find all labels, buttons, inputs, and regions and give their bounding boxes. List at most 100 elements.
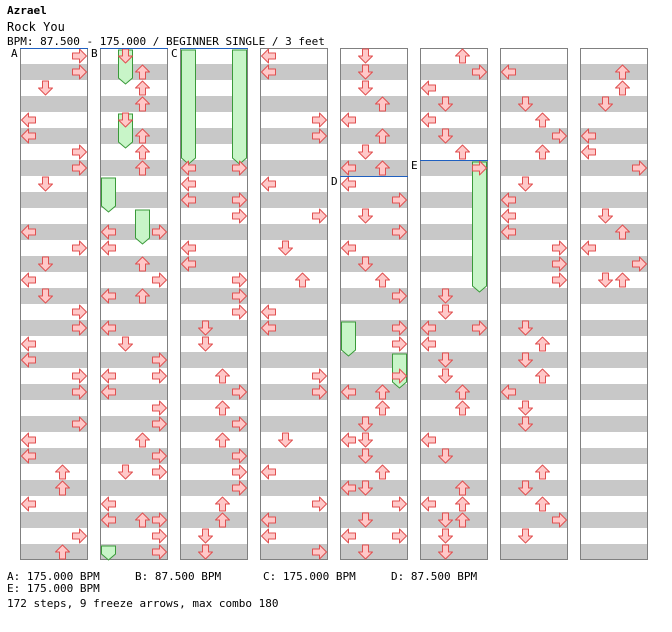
beat-stripe	[420, 128, 488, 144]
beat-stripe	[340, 64, 408, 80]
beat-stripe	[420, 448, 488, 464]
arrow-right-icon	[232, 384, 247, 400]
bpm-marker-label: A	[11, 47, 18, 60]
beat-stripe	[100, 448, 168, 464]
arrow-up-icon	[375, 400, 390, 416]
arrow-left-icon	[421, 80, 436, 96]
arrow-left-icon	[181, 240, 196, 256]
arrow-up-icon	[535, 112, 550, 128]
arrow-up-icon	[135, 512, 150, 528]
arrow-up-icon	[135, 144, 150, 160]
beat-stripe	[20, 544, 88, 560]
arrow-right-icon	[472, 64, 487, 80]
arrow-left-icon	[341, 240, 356, 256]
arrow-down-icon	[438, 352, 453, 368]
arrow-up-icon	[455, 400, 470, 416]
beat-stripe	[260, 480, 328, 496]
beat-stripe	[180, 288, 248, 304]
beat-stripe	[260, 416, 328, 432]
arrow-down-icon	[518, 416, 533, 432]
arrow-left-icon	[101, 512, 116, 528]
beat-stripe	[340, 352, 408, 368]
arrow-right-icon	[72, 384, 87, 400]
arrow-left-icon	[261, 528, 276, 544]
beat-stripe	[100, 64, 168, 80]
arrow-left-icon	[261, 64, 276, 80]
arrow-right-icon	[392, 368, 407, 384]
arrow-left-icon	[421, 112, 436, 128]
arrow-down-icon	[198, 528, 213, 544]
arrow-down-icon	[198, 336, 213, 352]
beat-stripe	[580, 192, 648, 208]
beat-stripe	[100, 128, 168, 144]
beat-stripe	[340, 288, 408, 304]
beat-stripe	[580, 352, 648, 368]
arrow-up-icon	[455, 384, 470, 400]
arrow-left-icon	[421, 336, 436, 352]
column-border	[580, 48, 648, 560]
arrow-right-icon	[312, 208, 327, 224]
chart-column	[340, 48, 408, 560]
arrow-right-icon	[72, 64, 87, 80]
beat-stripe	[100, 160, 168, 176]
bpm-marker-label: D	[331, 175, 338, 188]
beat-stripe	[500, 448, 568, 464]
arrow-down-icon	[358, 512, 373, 528]
arrow-down-icon	[438, 304, 453, 320]
beat-stripe	[100, 224, 168, 240]
arrow-left-icon	[581, 144, 596, 160]
arrow-right-icon	[72, 48, 87, 64]
arrow-left-icon	[21, 352, 36, 368]
freeze-arrow	[181, 49, 196, 165]
column-border	[340, 48, 408, 560]
arrow-up-icon	[375, 96, 390, 112]
arrow-up-icon	[215, 496, 230, 512]
beat-stripe	[340, 320, 408, 336]
arrow-up-icon	[455, 480, 470, 496]
arrow-up-icon	[55, 544, 70, 560]
arrow-down-icon	[438, 288, 453, 304]
beat-stripe	[20, 416, 88, 432]
arrow-down-icon	[518, 480, 533, 496]
arrow-up-icon	[615, 272, 630, 288]
arrow-left-icon	[261, 48, 276, 64]
beat-stripe	[340, 512, 408, 528]
arrow-right-icon	[152, 416, 167, 432]
arrow-down-icon	[38, 256, 53, 272]
arrow-up-icon	[55, 464, 70, 480]
beat-stripe	[180, 512, 248, 528]
beat-stripe	[420, 320, 488, 336]
beat-stripe	[580, 448, 648, 464]
arrow-right-icon	[72, 416, 87, 432]
arrow-left-icon	[101, 368, 116, 384]
chart-column	[500, 48, 568, 560]
arrow-down-icon	[438, 368, 453, 384]
beat-stripe	[500, 160, 568, 176]
arrow-right-icon	[392, 496, 407, 512]
beat-stripe	[260, 64, 328, 80]
beat-stripe	[100, 288, 168, 304]
beat-stripe	[180, 224, 248, 240]
arrow-up-icon	[375, 272, 390, 288]
beat-stripe	[260, 288, 328, 304]
beat-stripe	[20, 288, 88, 304]
arrow-up-icon	[135, 128, 150, 144]
bpm-change-b: B: 87.500 BPM	[135, 570, 222, 583]
arrow-down-icon	[358, 480, 373, 496]
arrow-up-icon	[215, 368, 230, 384]
beat-stripe	[20, 352, 88, 368]
arrow-right-icon	[232, 416, 247, 432]
arrow-down-icon	[358, 48, 373, 64]
arrow-up-icon	[615, 224, 630, 240]
beat-stripe	[20, 64, 88, 80]
arrow-up-icon	[535, 336, 550, 352]
bpm-change-c: C: 175.000 BPM	[263, 570, 356, 583]
arrow-right-icon	[152, 528, 167, 544]
arrow-left-icon	[101, 240, 116, 256]
arrow-up-icon	[215, 400, 230, 416]
beat-stripe	[180, 320, 248, 336]
arrow-down-icon	[438, 512, 453, 528]
beat-stripe	[180, 480, 248, 496]
beat-stripe	[100, 96, 168, 112]
beat-stripe	[420, 256, 488, 272]
